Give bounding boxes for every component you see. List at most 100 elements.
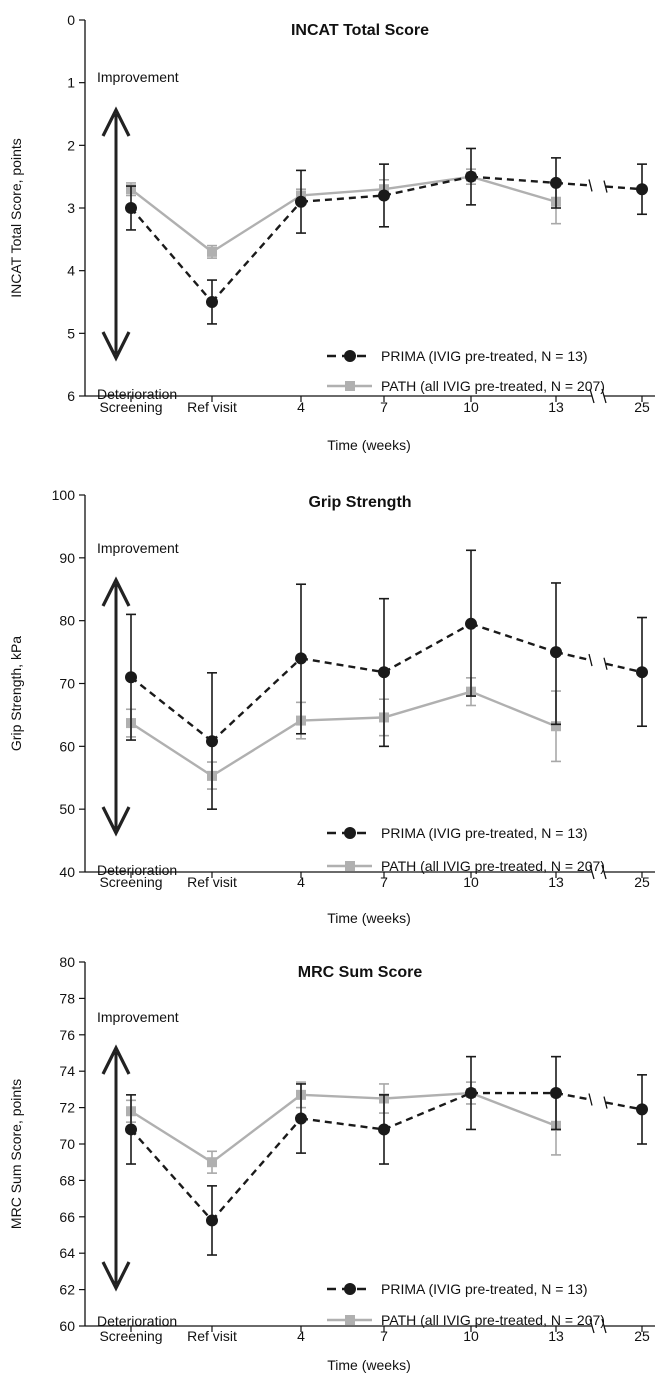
series-line: [211, 194, 302, 253]
arrow-down-icon: [101, 331, 131, 362]
legend-marker-prima: [344, 827, 356, 839]
axis-break-mark: [601, 864, 607, 880]
line-break-mark: [603, 657, 608, 670]
data-point-path: [207, 246, 217, 257]
series-line: [383, 690, 472, 719]
y-axis-title: INCAT Total Score, points: [8, 138, 24, 298]
x-tick-label: 10: [463, 399, 479, 415]
data-point-prima: [550, 1087, 562, 1100]
data-point-prima: [125, 1123, 137, 1136]
y-tick-label: 70: [59, 676, 75, 692]
data-point-prima: [206, 735, 218, 748]
series-line: [211, 1093, 302, 1164]
line-break-mark: [603, 180, 608, 193]
series-line: [383, 622, 472, 674]
data-point-prima: [378, 189, 390, 202]
arrow-up-icon: [101, 106, 131, 137]
series-line: [383, 1091, 472, 1100]
x-tick-label: Ref visit: [187, 399, 237, 415]
series-prima: [125, 549, 648, 810]
legend: PRIMA (IVIG pre-treated, N = 13) PATH (al…: [327, 825, 605, 874]
y-axis-title: MRC Sum Score, points: [8, 1079, 24, 1229]
x-tick-label: 10: [463, 874, 479, 890]
data-point-prima: [295, 195, 307, 208]
line-break-mark: [603, 1096, 608, 1109]
axis-break-mark: [601, 388, 607, 404]
series-line: [300, 1093, 385, 1100]
y-tick-label: 80: [59, 613, 75, 629]
legend: PRIMA (IVIG pre-treated, N = 13) PATH (al…: [327, 348, 605, 394]
series-line: [211, 1117, 302, 1222]
y-tick-label: 80: [59, 954, 75, 970]
series-line: [605, 185, 643, 191]
improvement-label: Improvement: [97, 1009, 179, 1025]
series-line: [130, 188, 213, 253]
arrow-down-icon: [101, 806, 131, 837]
data-point-prima: [125, 202, 137, 214]
x-tick-label: Screening: [99, 1328, 162, 1344]
legend-label-prima: PRIMA (IVIG pre-treated, N = 13): [381, 825, 588, 841]
y-tick-label: 64: [59, 1245, 75, 1261]
series-line: [605, 662, 643, 674]
series-line: [130, 1110, 213, 1164]
series-prima: [125, 1055, 648, 1256]
y-tick-label: 68: [59, 1172, 75, 1188]
improvement-label: Improvement: [97, 69, 179, 85]
deterioration-label: Deterioration: [97, 1313, 177, 1329]
legend-marker-prima: [344, 1283, 356, 1295]
data-point-prima: [636, 1103, 648, 1116]
series-line: [211, 200, 302, 303]
x-tick-label: Screening: [99, 399, 162, 415]
x-tick-label: 25: [634, 874, 650, 890]
legend-marker-path: [345, 1315, 355, 1325]
x-axis-title: Time (weeks): [327, 437, 411, 453]
x-tick-label: 13: [548, 399, 564, 415]
data-point-prima: [465, 1087, 477, 1100]
data-point-prima: [206, 1214, 218, 1227]
series-line: [470, 622, 557, 654]
y-tick-label: 62: [59, 1282, 75, 1298]
y-tick-label: 66: [59, 1209, 75, 1225]
data-point-path: [207, 1157, 217, 1168]
legend: PRIMA (IVIG pre-treated, N = 13) PATH (al…: [327, 1281, 605, 1328]
y-tick-label: 6: [67, 388, 75, 404]
series-line: [211, 657, 302, 743]
series-line: [300, 194, 385, 203]
y-tick-label: 78: [59, 990, 75, 1006]
data-point-prima: [378, 1123, 390, 1136]
legend-label-prima: PRIMA (IVIG pre-treated, N = 13): [381, 348, 588, 364]
chart-panel-2: Grip Strength 40 50 60 70 80 90 100 Grip Strengt…: [8, 487, 655, 926]
y-tick-label: 50: [59, 801, 75, 817]
x-tick-label: 10: [463, 1328, 479, 1344]
axis-break-mark: [589, 388, 595, 404]
data-point-prima: [295, 652, 307, 665]
series-line: [300, 657, 385, 674]
y-tick-label: 76: [59, 1027, 75, 1043]
legend-marker-prima: [344, 350, 356, 362]
y-tick-label: 70: [59, 1136, 75, 1152]
y-tick-label: 90: [59, 550, 75, 566]
legend-label-path: PATH (all IVIG pre-treated, N = 207): [381, 1312, 605, 1328]
legend-label-path: PATH (all IVIG pre-treated, N = 207): [381, 858, 605, 874]
y-tick-label: 74: [59, 1063, 75, 1079]
x-tick-label: 25: [634, 399, 650, 415]
data-point-prima: [378, 666, 390, 679]
data-point-prima: [206, 296, 218, 308]
y-tick-label: 2: [67, 137, 75, 153]
series-line: [130, 676, 213, 743]
data-point-prima: [125, 671, 137, 684]
x-tick-label: Ref visit: [187, 1328, 237, 1344]
y-tick-label: 72: [59, 1100, 75, 1116]
y-tick-label: 3: [67, 200, 75, 216]
line-break-mark: [588, 179, 593, 192]
series-line: [470, 175, 557, 185]
axis-break-mark: [601, 1318, 607, 1334]
y-tick-label: 100: [52, 487, 76, 503]
data-point-prima: [295, 1112, 307, 1125]
x-tick-label: 7: [380, 1328, 388, 1344]
chart-panel-1: INCAT Total Score 0 1 2 3 4 5 6 INCAT Total Scor…: [8, 12, 655, 453]
x-tick-label: 4: [297, 874, 305, 890]
chart-title: Grip Strength: [308, 494, 411, 511]
line-break-mark: [588, 1093, 593, 1106]
